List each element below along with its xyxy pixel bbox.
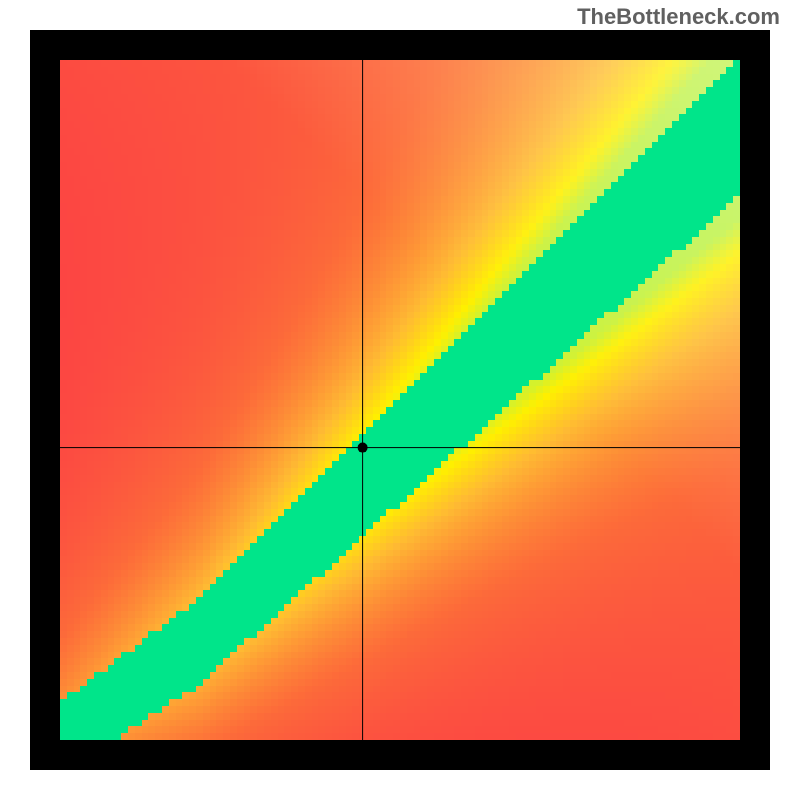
attribution-text: TheBottleneck.com: [577, 4, 780, 30]
bottleneck-heatmap: [30, 30, 770, 770]
chart-stage: TheBottleneck.com: [0, 0, 800, 800]
